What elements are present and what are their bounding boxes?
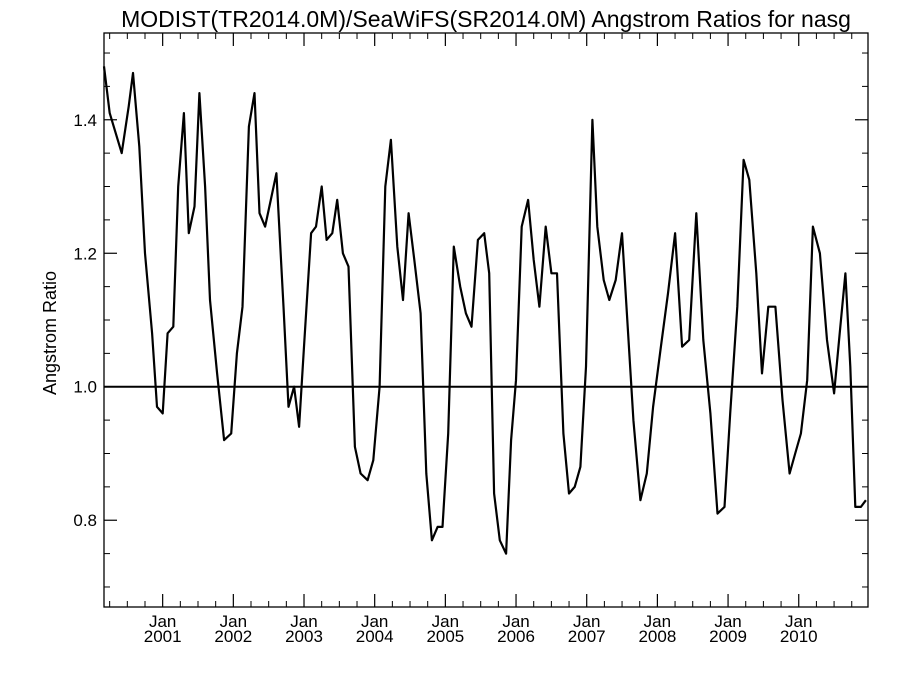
y-tick-label: 0.8 — [73, 511, 97, 530]
x-tick-month-label: Jan — [290, 612, 317, 631]
x-tick-year-label: 2001 — [144, 627, 182, 646]
x-tick-year-label: 2010 — [780, 627, 818, 646]
x-tick-month-label: Jan — [714, 612, 741, 631]
x-tick-year-label: 2006 — [497, 627, 535, 646]
x-tick-month-label: Jan — [361, 612, 388, 631]
x-tick-year-label: 2007 — [568, 627, 606, 646]
x-tick-month-label: Jan — [502, 612, 529, 631]
x-tick-year-label: 2009 — [709, 627, 747, 646]
x-tick-year-label: 2005 — [426, 627, 464, 646]
x-tick-month-label: Jan — [220, 612, 247, 631]
x-tick-year-label: 2004 — [356, 627, 394, 646]
x-tick-month-label: Jan — [149, 612, 176, 631]
y-tick-label: 1.2 — [73, 244, 97, 263]
x-tick-year-label: 2002 — [214, 627, 252, 646]
x-tick-month-label: Jan — [432, 612, 459, 631]
plot-frame — [103, 32, 869, 608]
x-tick-month-label: Jan — [785, 612, 812, 631]
x-tick-year-label: 2003 — [285, 627, 323, 646]
x-tick-year-label: 2008 — [638, 627, 676, 646]
chart-title: MODIST(TR2014.0M)/SeaWiFS(SR2014.0M) Ang… — [121, 6, 851, 32]
y-tick-label: 1.0 — [73, 378, 97, 397]
y-axis-label: Angstrom Ratio — [40, 271, 60, 395]
data-series-line — [102, 66, 867, 555]
x-tick-month-label: Jan — [644, 612, 671, 631]
y-tick-label: 1.4 — [73, 111, 97, 130]
x-tick-month-label: Jan — [573, 612, 600, 631]
